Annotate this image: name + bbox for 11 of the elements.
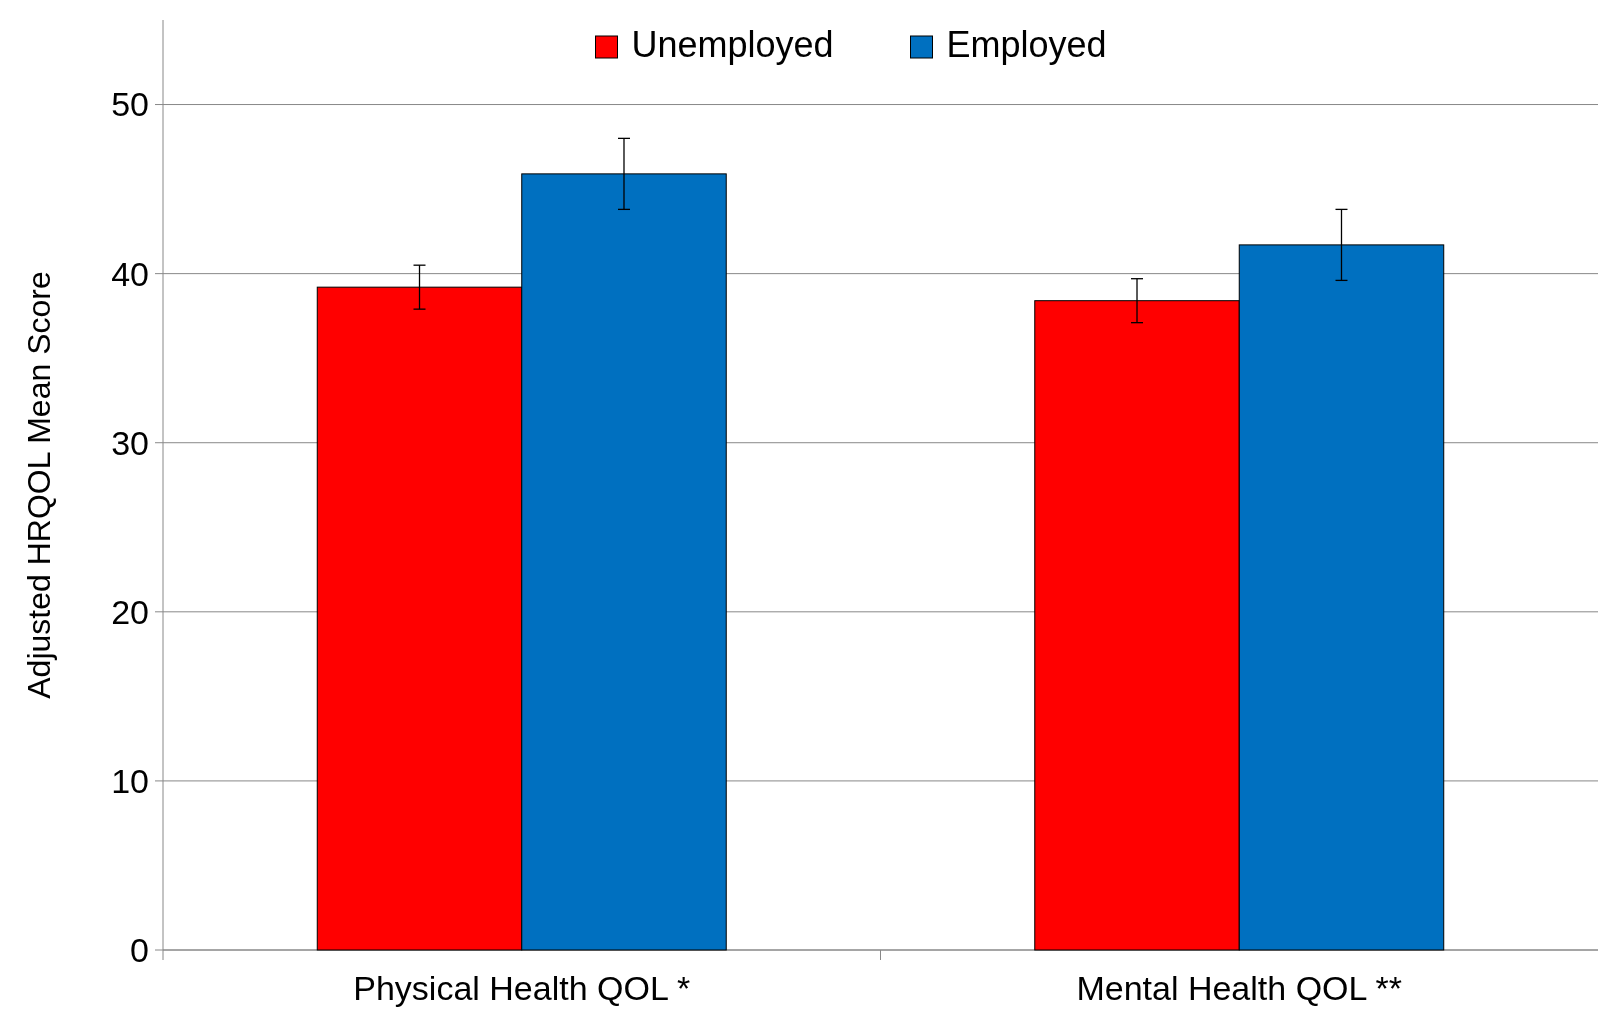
- y-tick-label: 10: [111, 761, 149, 800]
- y-tick-label: 0: [130, 930, 149, 969]
- y-tick-label: 50: [111, 85, 149, 124]
- y-tick-label: 40: [111, 254, 149, 293]
- legend-label: Employed: [946, 24, 1107, 65]
- legend-label: Unemployed: [631, 24, 834, 65]
- y-axis-title: Adjusted HRQOL Mean Score: [21, 271, 57, 699]
- x-tick-label: Mental Health QOL **: [1076, 969, 1403, 1007]
- y-tick-label: 30: [111, 423, 149, 462]
- x-tick-label: Physical Health QOL *: [353, 969, 691, 1007]
- y-tick-label: 20: [111, 592, 149, 631]
